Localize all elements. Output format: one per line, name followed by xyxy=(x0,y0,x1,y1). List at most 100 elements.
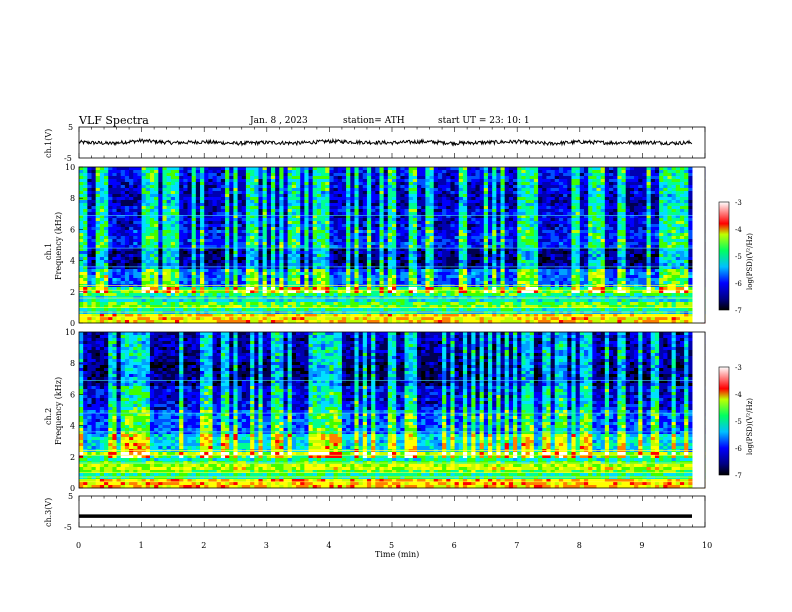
spectrogram-cell xyxy=(354,206,360,210)
spectrogram-cell xyxy=(245,179,251,183)
spectrogram-cell xyxy=(158,182,163,186)
spectrogram-cell xyxy=(508,257,514,261)
spectrogram-cell xyxy=(341,200,347,204)
spectrogram-cell xyxy=(204,233,209,237)
spectrogram-cell xyxy=(638,200,643,204)
spectrogram-cell xyxy=(379,167,385,171)
spectrogram-cell xyxy=(258,212,264,216)
spectrogram-cell xyxy=(137,170,142,174)
spectrogram-cell xyxy=(133,197,138,201)
spectrogram-cell xyxy=(279,233,284,237)
spectrogram-cell xyxy=(671,209,677,213)
spectrogram-cell xyxy=(554,212,560,216)
spectrogram-cell xyxy=(650,260,656,264)
spectrogram-cell xyxy=(83,218,88,222)
spectrogram-cell xyxy=(671,227,677,231)
spectrogram-cell xyxy=(116,212,122,216)
spectrogram-cell xyxy=(600,242,606,246)
spectrogram-cell xyxy=(521,197,526,201)
spectrogram-cell xyxy=(446,182,451,186)
spectrogram-cell xyxy=(87,260,92,264)
spectrogram-cell xyxy=(650,218,656,222)
spectrogram-cell xyxy=(87,218,92,222)
spectrogram-cell xyxy=(99,224,105,228)
spectrogram-cell xyxy=(333,224,339,228)
spectrogram-cell xyxy=(579,203,585,207)
spectrogram-cell xyxy=(233,173,238,177)
spectrogram-cell xyxy=(300,263,305,267)
spectrogram-cell xyxy=(558,203,564,207)
spectrogram-cell xyxy=(646,200,652,204)
spectrogram-cell xyxy=(383,215,389,219)
spectrogram-cell xyxy=(154,236,159,240)
spectrogram-cell xyxy=(258,224,264,228)
spectrogram-cell xyxy=(667,173,673,177)
spectrogram-cell xyxy=(95,206,101,210)
spectrogram-cell xyxy=(366,194,372,198)
spectrogram-cell xyxy=(129,167,134,171)
spectrogram-cell xyxy=(291,176,297,180)
spectrogram-cell xyxy=(479,203,485,207)
spectrogram-cell xyxy=(279,209,284,213)
spectrogram-cell xyxy=(659,212,664,216)
spectrogram-cell xyxy=(337,239,343,243)
spectrogram-cell xyxy=(408,182,414,186)
spectrogram-cell xyxy=(642,239,647,243)
spectrogram-cell xyxy=(629,167,635,171)
spectrogram-cell xyxy=(371,170,376,174)
spectrogram-cell xyxy=(212,233,218,237)
spectrogram-cell xyxy=(429,260,435,264)
spectrogram-cell xyxy=(112,179,117,183)
spectrogram-cell xyxy=(663,242,668,246)
spectrogram-cell xyxy=(567,236,572,240)
spectrogram-cell xyxy=(112,167,117,171)
spectrogram-cell xyxy=(325,224,330,228)
spectrogram-cell xyxy=(542,209,547,213)
spectrogram-cell xyxy=(341,167,347,171)
spectrogram-cell xyxy=(133,242,138,246)
spectrogram-cell xyxy=(258,194,264,198)
spectrogram-cell xyxy=(646,248,652,252)
spectrogram-cell xyxy=(316,239,322,243)
spectrogram-cell xyxy=(195,245,201,249)
spectrogram-cell xyxy=(312,218,318,222)
spectrogram-cell xyxy=(124,233,130,237)
ch1-ticks xyxy=(78,127,706,158)
spectrogram-cell xyxy=(79,191,84,195)
spectrogram-cell xyxy=(312,221,318,225)
spectrogram-cell xyxy=(120,224,126,228)
spectrogram-cell xyxy=(437,245,443,249)
spectrogram-cell xyxy=(600,191,606,195)
spectrogram-cell xyxy=(195,191,201,195)
spectrogram-cell xyxy=(99,218,105,222)
spectrogram-cell xyxy=(195,248,201,252)
spectrogram-cell xyxy=(270,188,276,192)
spectrogram-cell xyxy=(383,188,389,192)
spectrogram-cell xyxy=(170,227,176,231)
spectrogram-cell xyxy=(496,251,501,255)
spectrogram-cell xyxy=(208,212,213,216)
spectrogram-cell xyxy=(412,200,418,204)
spectrogram-cell xyxy=(208,167,213,171)
spectrogram-cell xyxy=(550,242,556,246)
spectrogram-cell xyxy=(671,212,677,216)
spectrogram-cell xyxy=(304,209,309,213)
spectrogram-cell xyxy=(358,185,364,189)
spectrogram-cell xyxy=(583,188,589,192)
spectrogram-cell xyxy=(629,242,635,246)
spectrogram-cell xyxy=(187,230,193,234)
spectrogram-cell xyxy=(458,197,464,201)
spectrogram-cell xyxy=(154,242,159,246)
spectrogram-cell xyxy=(659,209,664,213)
spectrogram-cell xyxy=(275,185,280,189)
spectrogram-cell xyxy=(467,212,472,216)
spectrogram-cell xyxy=(629,170,635,174)
spectrogram-cell xyxy=(663,224,668,228)
spectrogram-cell xyxy=(187,191,193,195)
spectrogram-cell xyxy=(329,230,334,234)
spectrogram-cell xyxy=(296,224,301,228)
spectrogram-cell xyxy=(229,182,234,186)
spectrogram-cell xyxy=(99,263,105,267)
spectrogram-cell xyxy=(220,251,226,255)
spectrogram-cell xyxy=(454,260,460,264)
